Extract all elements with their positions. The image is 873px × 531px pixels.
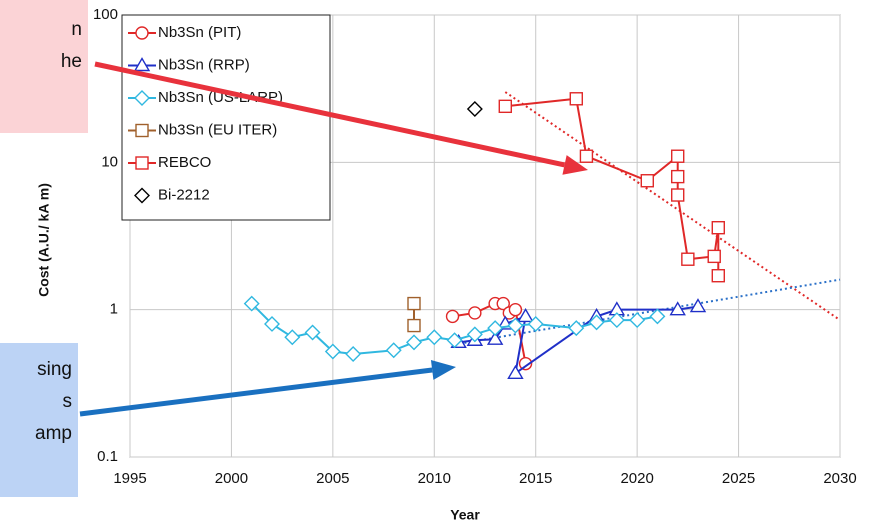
legend-label: Nb3Sn (EU ITER) — [158, 121, 277, 138]
y-tick-label: 10 — [101, 153, 118, 170]
y-tick-label: 100 — [93, 6, 118, 23]
arrow-shaft — [79, 367, 433, 417]
marker — [324, 343, 341, 360]
x-tick-label: 2020 — [620, 470, 653, 487]
arrow-head — [430, 360, 456, 380]
marker — [527, 315, 544, 332]
trend-line — [454, 278, 841, 346]
marker — [345, 346, 362, 363]
x-tick-label: 2030 — [823, 470, 856, 487]
marker — [135, 123, 149, 138]
legend-label: Bi-2212 — [158, 186, 210, 203]
marker — [445, 309, 460, 324]
marker — [385, 342, 402, 359]
marker — [466, 326, 483, 343]
marker — [671, 169, 685, 184]
callout-box — [0, 343, 78, 497]
marker — [468, 306, 482, 320]
marker — [671, 188, 685, 202]
callout-text: he — [61, 51, 82, 72]
marker — [496, 296, 510, 311]
marker — [507, 364, 524, 379]
legend-box — [121, 14, 331, 221]
marker — [133, 57, 151, 72]
callout-text: n — [71, 19, 82, 40]
x-tick-label: 2015 — [519, 470, 552, 487]
marker — [264, 315, 280, 332]
marker — [406, 334, 422, 351]
y-tick-label: 1 — [110, 301, 118, 318]
callout-box — [0, 0, 88, 133]
x-axis-label: Year — [450, 507, 480, 523]
marker — [568, 320, 585, 337]
legend-label: Nb3Sn (RRP) — [158, 56, 250, 73]
legend-label: REBCO — [158, 154, 211, 171]
marker — [517, 308, 534, 323]
x-tick-label: 2025 — [722, 470, 755, 487]
y-axis-label: Cost (A.U./ kA m) — [36, 183, 52, 297]
marker — [407, 318, 421, 333]
marker — [649, 308, 666, 325]
marker — [486, 330, 504, 345]
callout-text: sing — [37, 359, 72, 380]
marker — [711, 221, 725, 235]
marker — [608, 312, 625, 329]
marker — [426, 329, 443, 346]
x-tick-label: 2000 — [215, 470, 248, 487]
callout-text: s — [63, 391, 73, 412]
marker — [588, 314, 605, 331]
marker — [304, 324, 321, 341]
marker — [508, 302, 523, 317]
marker — [498, 99, 512, 114]
marker — [669, 301, 686, 316]
marker — [284, 329, 301, 346]
marker — [681, 252, 695, 266]
marker — [243, 295, 260, 312]
marker — [446, 332, 463, 349]
marker — [466, 101, 483, 118]
legend-label: Nb3Sn (PIT) — [158, 24, 241, 41]
marker — [629, 312, 646, 329]
arrow-head — [562, 155, 588, 175]
x-tick-label: 2005 — [316, 470, 349, 487]
marker — [689, 298, 707, 313]
marker — [135, 156, 149, 170]
marker — [507, 317, 524, 334]
legend-label: Nb3Sn (US-LARP) — [158, 89, 283, 106]
marker — [640, 174, 654, 188]
marker — [135, 26, 149, 40]
marker — [569, 92, 583, 106]
marker — [487, 320, 504, 337]
arrow-shaft — [94, 61, 566, 168]
series-line — [458, 305, 699, 376]
marker — [518, 356, 533, 371]
y-tick-label: 0.1 — [97, 448, 118, 465]
x-tick-label: 1995 — [113, 470, 146, 487]
marker — [134, 187, 150, 204]
marker — [707, 249, 721, 264]
marker — [579, 149, 594, 163]
marker — [711, 269, 725, 283]
marker — [134, 90, 150, 106]
marker — [671, 149, 685, 163]
marker — [407, 296, 421, 311]
x-tick-label: 2010 — [418, 470, 451, 487]
callout-text: amp — [35, 423, 72, 444]
